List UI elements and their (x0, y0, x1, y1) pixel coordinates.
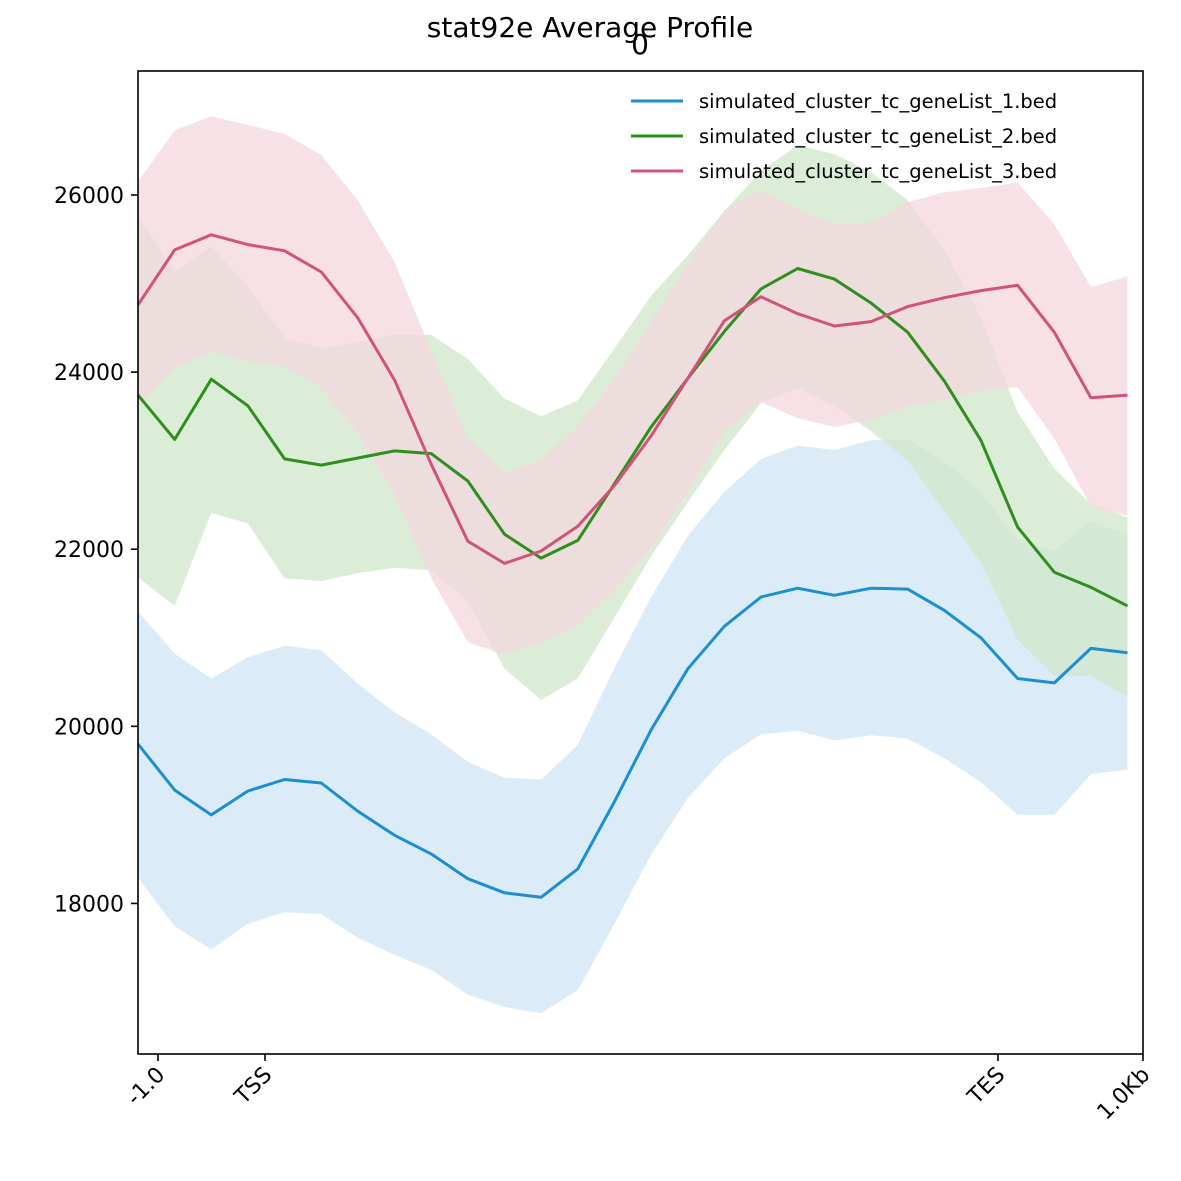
line-series-1 (136, 586, 1128, 899)
legend-label-1: simulated_cluster_tc_geneList_1.bed (699, 90, 1057, 113)
y-tick-label: 22000 (54, 538, 124, 563)
confidence-bands (138, 116, 1128, 1014)
legend-label-2: simulated_cluster_tc_geneList_2.bed (699, 125, 1057, 148)
x-tick-label: TES (963, 1063, 1011, 1111)
x-axis: -1.0 TSS TES 1.0Kb (122, 1054, 1155, 1125)
line-series-3 (136, 233, 1128, 565)
band-series-3 (138, 116, 1128, 655)
line-series-2 (136, 267, 1129, 608)
y-tick-label: 24000 (54, 361, 124, 386)
legend-label-3: simulated_cluster_tc_geneList_3.bed (699, 160, 1057, 183)
y-tick-label: 26000 (54, 184, 124, 209)
band-series-1 (138, 439, 1128, 1014)
x-tick-label: -1.0 (122, 1063, 170, 1111)
y-tick-label: 20000 (54, 715, 124, 740)
plot-frame (137, 70, 1144, 1055)
y-axis: 18000 20000 22000 24000 26000 (54, 184, 138, 917)
x-tick-label: 1.0Kb (1093, 1063, 1156, 1126)
series-lines (136, 233, 1129, 899)
chart-title: stat92e Average Profile (427, 11, 753, 44)
y-tick-label: 18000 (54, 892, 124, 917)
chart-subtitle: 0 (631, 28, 649, 61)
x-tick-label: TSS (230, 1063, 278, 1111)
legend: simulated_cluster_tc_geneList_1.bedsimul… (631, 90, 1057, 183)
